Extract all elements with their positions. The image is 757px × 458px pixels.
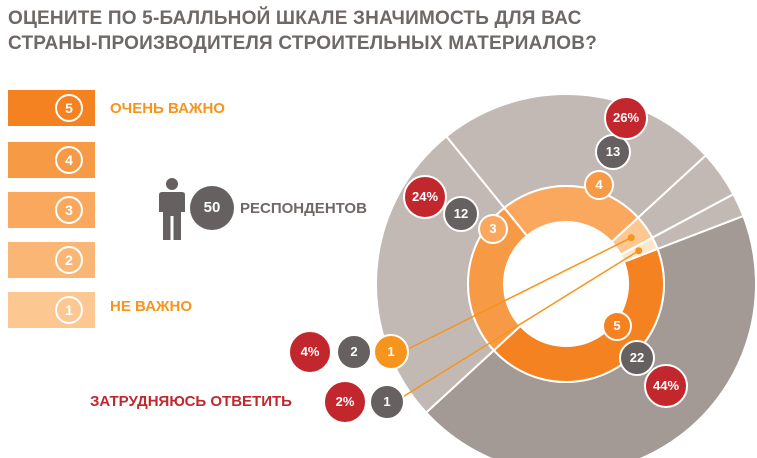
percent-badge-26: 26% [604,96,648,140]
scale-score: 5 [55,94,83,122]
title-line-1: ОЦЕНИТЕ ПО 5-БАЛЛЬНОЙ ШКАЛЕ ЗНАЧИМОСТЬ Д… [8,8,582,29]
percent-badge-44: 44% [644,364,688,408]
person-icon [159,178,185,240]
percent-badge-4: 4% [288,330,332,374]
respondents-count: 50 [190,186,234,230]
scale-top-label: ОЧЕНЬ ВАЖНО [110,100,225,117]
scale-item-2: 2 [8,242,95,278]
scale-score: 1 [55,296,83,324]
scale-bottom-label: НЕ ВАЖНО [110,298,192,315]
percent-badge-2: 2% [323,380,367,424]
percent-badge-24: 24% [403,175,447,219]
scale-item-4: 4 [8,142,95,178]
hard-to-answer-label: ЗАТРУДНЯЮСЬ ОТВЕТИТЬ [90,393,292,410]
score-badge-1: 1 [373,334,409,370]
count-badge-2: 2 [336,334,372,370]
ring-score-4: 4 [584,170,614,200]
scale-item-3: 3 [8,192,95,228]
count-badge-12: 12 [443,196,479,232]
page-title: ОЦЕНИТЕ ПО 5-БАЛЛЬНОЙ ШКАЛЕ ЗНАЧИМОСТЬ Д… [8,6,628,56]
leader-line-score-1-dot [627,234,635,242]
scale-item-5: 5 [8,90,95,126]
scale-score: 4 [55,146,83,174]
count-badge-22: 22 [619,340,655,376]
leader-line-hard-to-answer [400,250,640,399]
count-badge-1: 1 [369,384,405,420]
leader-lines [400,234,643,399]
scale-score: 3 [55,196,83,224]
scale-item-1: 1 [8,292,95,328]
scale-score: 2 [55,246,83,274]
title-line-2: СТРАНЫ-ПРОИЗВОДИТЕЛЯ СТРОИТЕЛЬНЫХ МАТЕРИ… [8,33,598,54]
leader-line-score-1 [405,236,632,351]
leader-line-hard-to-answer-dot [635,247,643,255]
outer-ring [375,93,757,458]
ring-score-3: 3 [478,214,508,244]
ring-score-5: 5 [602,311,632,341]
respondents-summary: 50 РЕСПОНДЕНТОВ [158,178,398,240]
respondents-label: РЕСПОНДЕНТОВ [240,200,367,217]
